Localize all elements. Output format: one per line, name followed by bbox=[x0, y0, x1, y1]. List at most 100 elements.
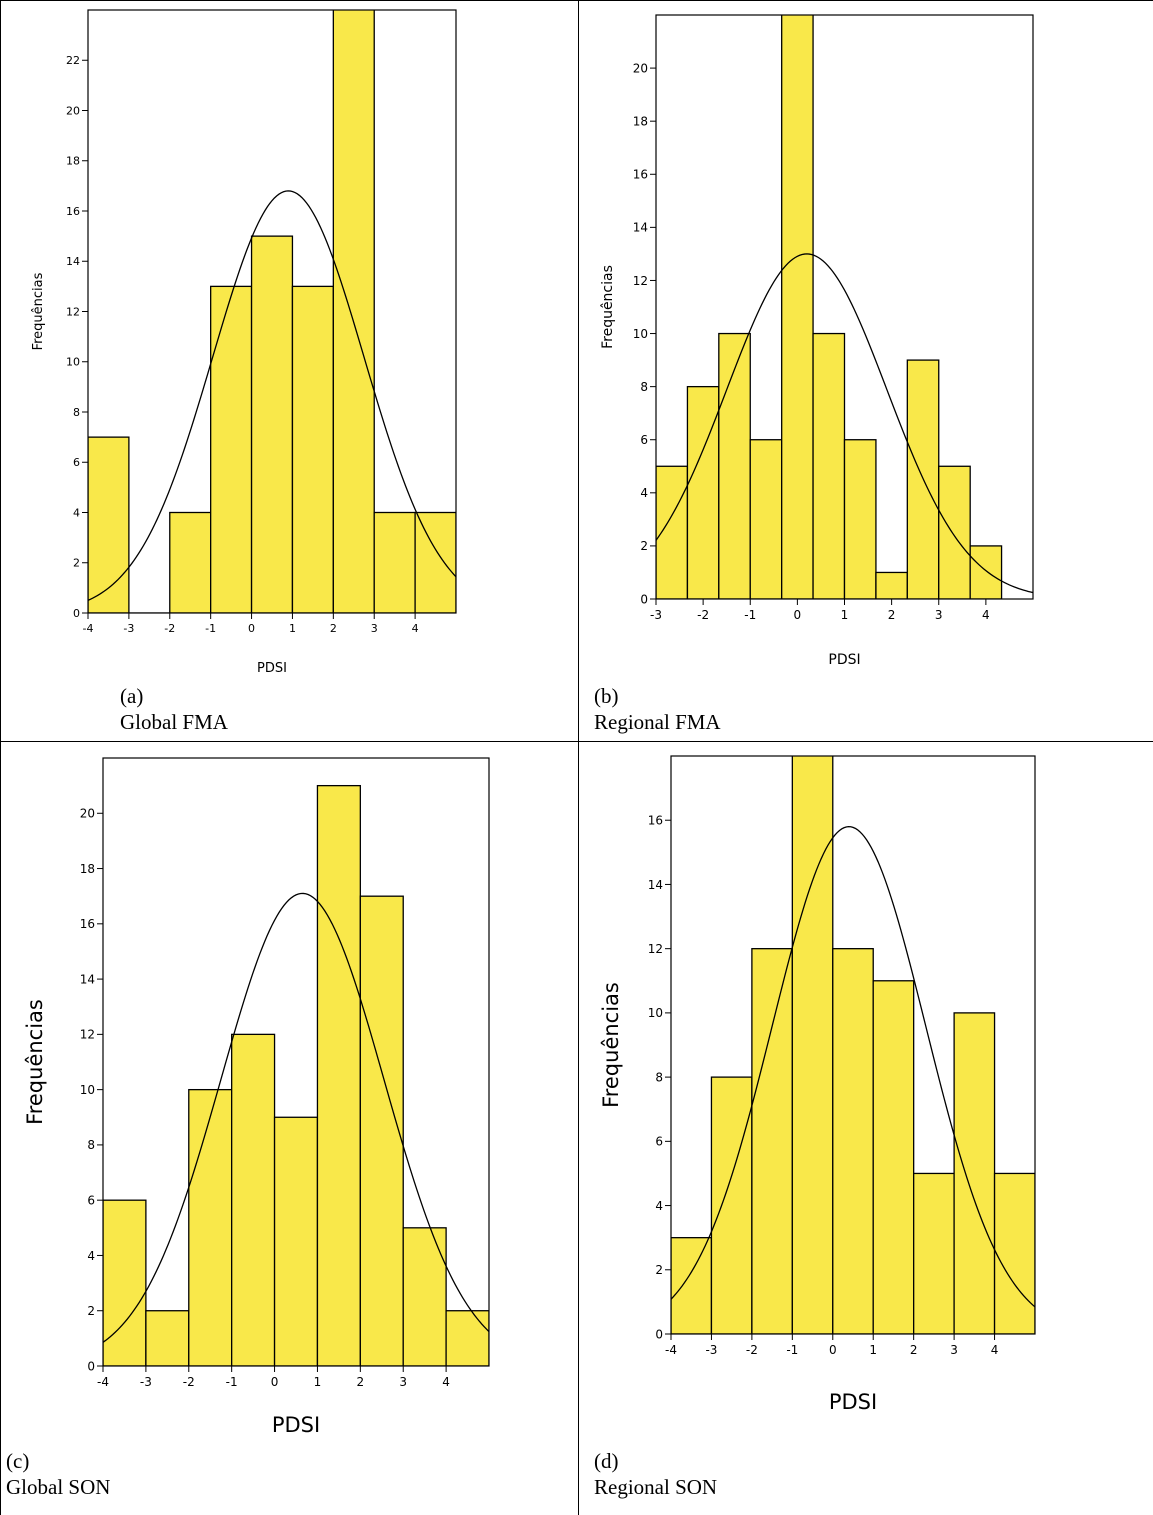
panel-c: 0 2 4 6 8 10 12 14 16 18 20 -4 -3 -2 -1 0 1 2 3 4 PDSI Frequê… bbox=[0, 742, 578, 1515]
x-tick-label: 2 bbox=[888, 608, 896, 622]
table-divider-vertical bbox=[578, 0, 579, 1515]
panel-letter: (a) bbox=[120, 684, 144, 708]
histogram-bar bbox=[88, 436, 130, 613]
normal-curve-group bbox=[671, 826, 1035, 1308]
histogram-bar bbox=[710, 1076, 753, 1334]
y-tick-label: 16 bbox=[648, 814, 663, 828]
y-tick-label: 14 bbox=[633, 221, 648, 235]
x-tick-label: 1 bbox=[314, 1375, 322, 1389]
panel-title: Global SON bbox=[6, 1475, 111, 1499]
y-tick-label: 18 bbox=[633, 115, 648, 129]
histogram-bar bbox=[791, 756, 834, 1334]
histogram-bar bbox=[103, 1199, 147, 1366]
x-tick-label: -1 bbox=[744, 608, 756, 622]
y-tick-label: 8 bbox=[87, 1138, 95, 1152]
y-tick-label: 0 bbox=[655, 1327, 663, 1341]
y-tick-label: 18 bbox=[66, 155, 80, 168]
y-tick-label: 16 bbox=[80, 917, 95, 931]
y-tick-label: 6 bbox=[640, 433, 648, 447]
x-tick-label: -2 bbox=[164, 622, 175, 635]
histogram-bar bbox=[188, 1088, 233, 1366]
x-tick-label: -4 bbox=[665, 1343, 677, 1357]
plot-frame bbox=[670, 755, 1036, 1335]
x-tick-label: -2 bbox=[746, 1343, 758, 1357]
histogram-bar bbox=[273, 1116, 319, 1366]
x-tick-label: -1 bbox=[786, 1343, 798, 1357]
table-border-left bbox=[0, 0, 1, 1515]
y-tick-label: 12 bbox=[648, 942, 663, 956]
histogram-bar bbox=[373, 511, 416, 613]
bars-group bbox=[656, 15, 1003, 599]
y-tick-label: 12 bbox=[80, 1028, 95, 1042]
x-tick-label: 3 bbox=[399, 1375, 407, 1389]
x-tick-label: 3 bbox=[935, 608, 943, 622]
x-tick-label: 4 bbox=[442, 1375, 450, 1389]
histogram-bar bbox=[718, 332, 751, 599]
histogram-bar bbox=[686, 385, 720, 599]
histogram-bar bbox=[781, 15, 814, 599]
x-tick-label: -3 bbox=[650, 608, 662, 622]
histogram-bar bbox=[332, 10, 375, 613]
y-tick-label: 4 bbox=[655, 1199, 663, 1213]
x-tick-label: 2 bbox=[910, 1343, 918, 1357]
histogram-bar bbox=[812, 332, 846, 599]
normal-curve bbox=[656, 253, 1033, 594]
x-tick-label: -3 bbox=[705, 1343, 717, 1357]
y-tick-label: 14 bbox=[66, 255, 80, 268]
bars-group bbox=[671, 756, 1035, 1334]
y-tick-label: 20 bbox=[80, 807, 95, 821]
y-tick-label: 8 bbox=[655, 1070, 663, 1084]
histogram-bar bbox=[913, 1172, 955, 1334]
panel-d: 0 2 4 6 8 10 12 14 16 -4 -3 -2 -1 0 1 2 3 4 PDSI Frequência… bbox=[578, 742, 1153, 1515]
x-axis-label: PDSI bbox=[828, 652, 860, 668]
x-tick-label: 1 bbox=[841, 608, 849, 622]
y-tick-label: 12 bbox=[633, 274, 648, 288]
histogram-bar bbox=[231, 1033, 276, 1366]
panel-letter: (b) bbox=[594, 684, 619, 708]
x-axis-label: PDSI bbox=[257, 661, 287, 676]
normal-curve bbox=[88, 190, 456, 601]
x-tick-label: 0 bbox=[794, 608, 802, 622]
y-tick-label: 0 bbox=[640, 592, 648, 606]
histogram-bar bbox=[875, 571, 908, 599]
histogram-bar bbox=[169, 511, 212, 613]
y-tick-label: 4 bbox=[87, 1249, 95, 1263]
x-tick-label: 4 bbox=[991, 1343, 999, 1357]
histogram-bar bbox=[402, 1227, 447, 1366]
y-tick-label: 16 bbox=[633, 168, 648, 182]
histogram-bar bbox=[843, 439, 877, 599]
y-tick-label: 16 bbox=[66, 205, 80, 218]
bars-group bbox=[88, 10, 456, 613]
panel-title: Regional SON bbox=[594, 1475, 718, 1499]
normal-curve-group bbox=[88, 190, 456, 601]
x-tick-label: -4 bbox=[83, 622, 94, 635]
y-tick-label: 14 bbox=[80, 972, 95, 986]
y-tick-label: 2 bbox=[640, 539, 648, 553]
x-tick-label: 1 bbox=[289, 622, 296, 635]
normal-curve-group bbox=[103, 892, 489, 1343]
x-tick-label: 0 bbox=[271, 1375, 279, 1389]
x-tick-label: -1 bbox=[226, 1375, 238, 1389]
histogram-bar bbox=[291, 285, 334, 613]
y-axis-label: Frequências bbox=[600, 265, 616, 349]
panel-title: Regional FMA bbox=[594, 710, 721, 734]
y-tick-label: 0 bbox=[87, 1359, 95, 1373]
histogram-bar bbox=[969, 545, 1003, 599]
histogram-bar bbox=[210, 285, 253, 613]
bars-group bbox=[103, 784, 489, 1366]
y-axis-label: Frequências bbox=[23, 999, 47, 1125]
y-tick-label: 12 bbox=[66, 305, 80, 318]
x-tick-label: 4 bbox=[982, 608, 990, 622]
y-tick-label: 14 bbox=[648, 878, 663, 892]
x-axis-label: PDSI bbox=[272, 1413, 320, 1437]
y-tick-label: 0 bbox=[73, 607, 80, 620]
histogram-bar bbox=[671, 1237, 713, 1334]
y-tick-label: 8 bbox=[73, 406, 80, 419]
y-tick-label: 10 bbox=[66, 356, 80, 369]
plot-frame bbox=[102, 757, 490, 1367]
y-tick-label: 22 bbox=[66, 54, 80, 67]
histogram-bar bbox=[993, 1172, 1035, 1334]
